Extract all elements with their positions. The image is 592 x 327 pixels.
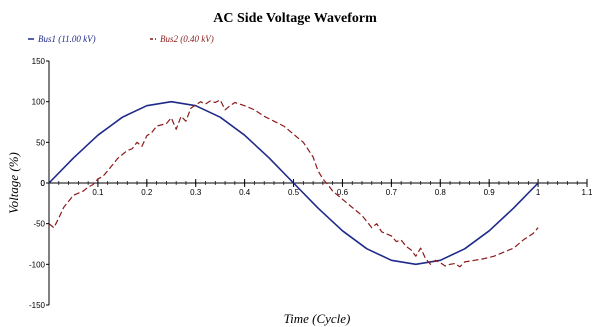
y-tick-label: 0 [41, 179, 46, 188]
legend-label-bus2: Bus2 (0.40 kV) [160, 34, 214, 44]
y-tick-label: 50 [36, 138, 45, 147]
y-axis-label: Voltage (%) [6, 152, 21, 214]
y-tick-label: 0 [41, 179, 46, 188]
x-tick-label: 1.1 [581, 188, 592, 197]
y-tick-label: 150 [32, 57, 46, 66]
series-layer [48, 99, 539, 268]
x-tick-label: 0.7 [386, 188, 398, 197]
x-tick-label: 0.9 [484, 188, 496, 197]
y-tick-label: 100 [32, 98, 46, 107]
x-tick-label: 0.1 [92, 188, 104, 197]
chart-title: AC Side Voltage Waveform [213, 11, 377, 26]
y-tick-label: -100 [29, 260, 46, 269]
x-tick-label: 0.6 [337, 188, 349, 197]
series-line-1 [48, 100, 539, 266]
y-tick-label: -150 [29, 301, 46, 310]
x-tick-label: 0.2 [141, 188, 153, 197]
x-tick-label: 0.5 [288, 188, 300, 197]
x-tick-label: 0.3 [190, 188, 202, 197]
x-axis-label: Time (Cycle) [284, 311, 351, 326]
axes: 150 100 50 0 -50 -100 -150 0.1 0.2 0.3 0.4 0.5 0.6 0.… [29, 57, 592, 310]
legend-label-bus1: Bus1 (11.00 kV) [38, 34, 96, 44]
x-tick-label: 1 [536, 188, 541, 197]
x-tick-label: 0.8 [435, 188, 447, 197]
y-tick-label: -50 [33, 220, 45, 229]
x-tick-label: 0.4 [239, 188, 251, 197]
series-line-2 [48, 99, 539, 268]
legend: Bus1 (11.00 kV) Bus2 (0.40 kV) [28, 34, 214, 44]
